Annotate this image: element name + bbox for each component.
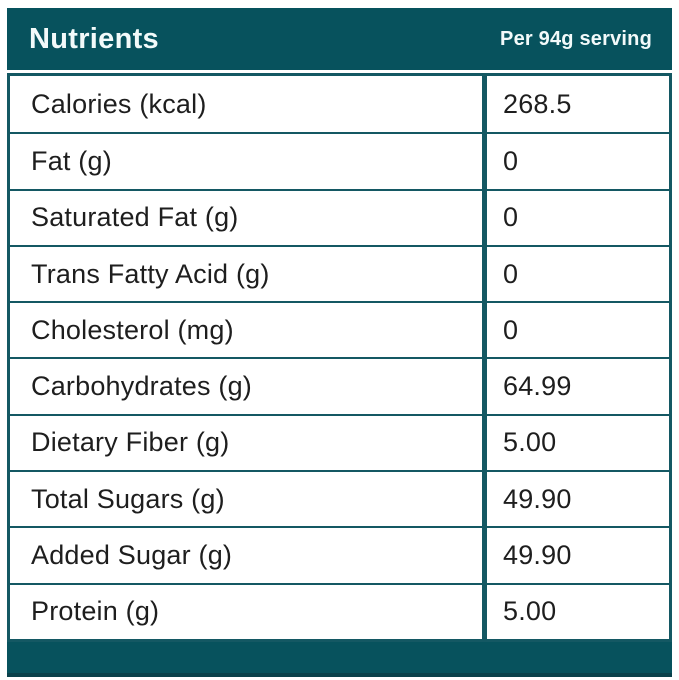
- table-row: Protein (g) 5.00: [10, 582, 669, 639]
- nutrient-label-cell: Protein (g): [31, 596, 160, 627]
- footer-bar: [7, 641, 672, 677]
- table-row: Cholesterol (mg) 0: [10, 301, 669, 358]
- nutrient-value-cell: 0: [482, 190, 669, 245]
- nutrients-table: Calories (kcal) 268.5 Fat (g) 0 Saturated Fa…: [7, 73, 672, 642]
- nutrient-label-cell: Added Sugar (g): [31, 540, 233, 571]
- serving-size-label: Per 94g serving: [500, 27, 652, 50]
- nutrient-value-cell: 64.99: [482, 359, 669, 414]
- nutrient-label-cell: Calories (kcal): [31, 88, 207, 119]
- nutrient-label-cell: Trans Fatty Acid (g): [31, 258, 270, 289]
- nutrient-value-cell: 0: [482, 134, 669, 189]
- nutrient-value-cell: 0: [482, 303, 669, 358]
- table-header: Nutrients Per 94g serving: [7, 8, 672, 70]
- table-row: Calories (kcal) 268.5: [10, 76, 669, 133]
- nutrient-value-cell: 268.5: [482, 76, 669, 133]
- nutrition-panel: Nutrients Per 94g serving Calories (kcal…: [7, 8, 672, 677]
- nutrient-label-cell: Carbohydrates (g): [31, 371, 252, 402]
- table-row: Fat (g) 0: [10, 132, 669, 189]
- nutrient-value-cell: 5.00: [482, 584, 669, 639]
- nutrient-label-cell: Fat (g): [31, 145, 112, 176]
- header-title: Nutrients: [29, 22, 159, 55]
- table-row: Trans Fatty Acid (g) 0: [10, 244, 669, 302]
- table-row: Added Sugar (g) 49.90: [10, 526, 669, 583]
- nutrient-label-cell: Cholesterol (mg): [31, 314, 234, 345]
- table-row: Saturated Fat (g) 0: [10, 188, 669, 245]
- nutrient-value-cell: 0: [482, 246, 669, 302]
- nutrient-value-cell: 49.90: [482, 528, 669, 583]
- nutrient-label-cell: Dietary Fiber (g): [31, 427, 230, 458]
- nutrient-value-cell: 5.00: [482, 415, 669, 471]
- nutrient-label-cell: Total Sugars (g): [31, 483, 225, 514]
- nutrient-value-cell: 49.90: [482, 472, 669, 527]
- table-row: Dietary Fiber (g) 5.00: [10, 413, 669, 471]
- nutrient-label-cell: Saturated Fat (g): [31, 202, 239, 233]
- table-row: Total Sugars (g) 49.90: [10, 470, 669, 527]
- table-row: Carbohydrates (g) 64.99: [10, 357, 669, 414]
